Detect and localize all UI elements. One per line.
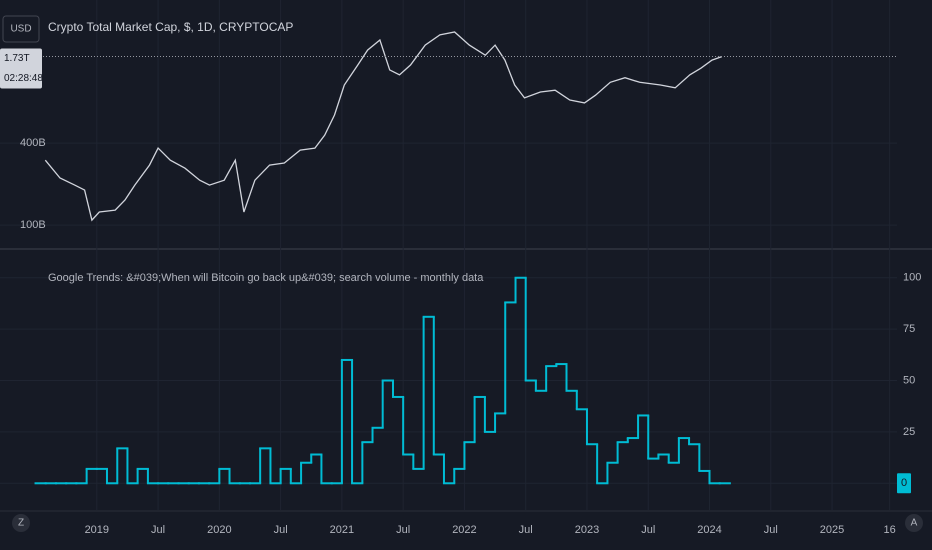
y-tick-label: 50 <box>903 374 915 386</box>
x-tick-label: 2021 <box>330 524 354 536</box>
zoom-button-label[interactable]: Z <box>18 518 24 529</box>
y-tick-label: 100B <box>20 219 46 231</box>
last-value-label: 0 <box>901 477 907 489</box>
y-tick-label: 400B <box>20 137 46 149</box>
x-tick-label: Jul <box>641 524 655 536</box>
countdown: 02:28:48 <box>4 73 43 84</box>
y-tick-label: 75 <box>903 323 915 335</box>
x-tick-label: 2025 <box>820 524 844 536</box>
x-tick-label: 2020 <box>207 524 231 536</box>
x-tick-label: Jul <box>764 524 778 536</box>
x-tick-label: Jul <box>274 524 288 536</box>
price-line <box>44 31 723 222</box>
currency-button[interactable] <box>2 15 40 43</box>
zoom-button[interactable] <box>12 514 30 532</box>
x-tick-label: 16 <box>884 524 896 536</box>
y-tick-label: 25 <box>903 426 915 438</box>
x-tick-label: 2024 <box>697 524 721 536</box>
currency-label[interactable]: USD <box>10 24 31 35</box>
auto-button-label[interactable]: A <box>911 518 918 529</box>
x-tick-label: 2019 <box>85 524 109 536</box>
x-tick-label: 2023 <box>575 524 599 536</box>
x-tick-label: Jul <box>396 524 410 536</box>
marks <box>34 31 897 485</box>
main-title: Crypto Total Market Cap, $, 1D, CRYPTOCA… <box>48 20 293 34</box>
y-tick-label: 100 <box>903 272 921 284</box>
price-label: 1.73T <box>4 53 30 64</box>
price-label-box <box>0 48 42 89</box>
last-value-box <box>897 473 911 494</box>
x-tick-label: Jul <box>519 524 533 536</box>
indicator-title: Google Trends: &#039;When will Bitcoin g… <box>48 272 484 284</box>
x-tick-label: 2022 <box>452 524 476 536</box>
auto-button[interactable] <box>905 514 923 532</box>
x-tick-label: Jul <box>151 524 165 536</box>
